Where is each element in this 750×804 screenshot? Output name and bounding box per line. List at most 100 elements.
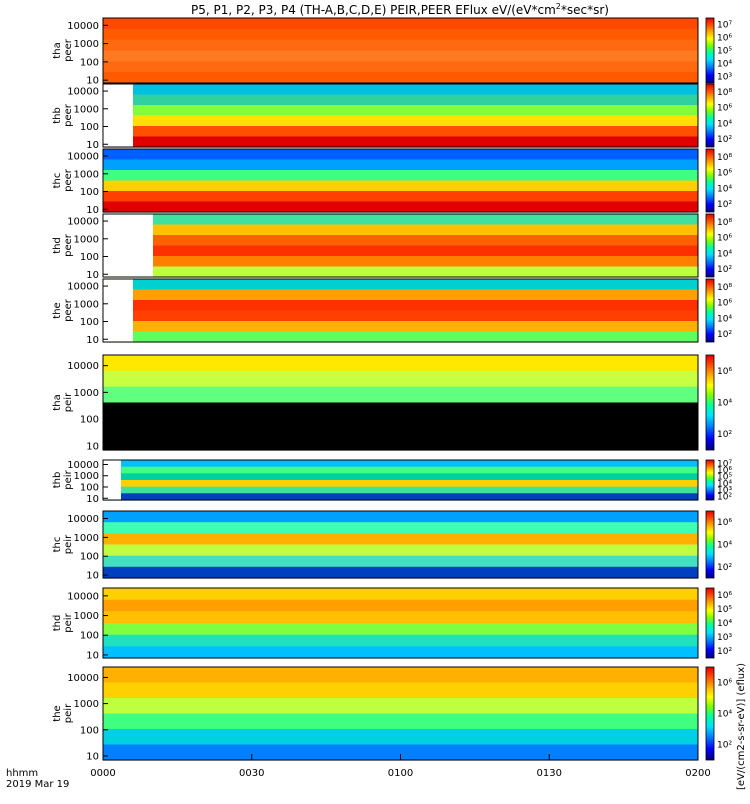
panel-frame	[102, 83, 699, 148]
spectrogram-band	[103, 310, 698, 322]
colorbar-tick-label: 10⁵	[717, 47, 732, 57]
y-tick-label: 100	[80, 552, 99, 563]
y-tick-label: 10000	[67, 21, 99, 32]
y-tick-label: 100	[80, 415, 99, 426]
spectrogram-band	[103, 50, 698, 62]
y-tick-label: 10	[86, 650, 99, 661]
y-tick-label: 10	[86, 571, 99, 582]
colorbar-tick-label: 10²	[717, 265, 732, 275]
y-tick-label: 10000	[67, 673, 99, 684]
panel-frame	[102, 587, 699, 659]
y-tick-label: 100	[80, 317, 99, 328]
spectrogram-band	[103, 511, 698, 523]
spectrogram-band	[103, 386, 698, 404]
panel-thc-peir: 10 100 1000 10000 thcpeir 10² 10⁴ 10⁶	[52, 510, 732, 582]
panel-frame	[102, 354, 699, 451]
panel-label: thepeer	[52, 298, 74, 322]
colorbar-tick-label: 10²	[717, 135, 732, 145]
y-tick-label: 10000	[67, 460, 99, 471]
colorbar-tick-label: 10²	[717, 647, 732, 657]
x-axis-label-hhmm: hhmm	[6, 768, 38, 779]
y-tick-label: 100	[80, 725, 99, 736]
colorbar-tick-label: 10⁵	[717, 605, 732, 615]
panel-label: thdpeer	[52, 233, 74, 257]
panel-label: thapeer	[52, 38, 74, 62]
panel-thb-peer: 10 100 1000 10000 thbpeer 10² 10⁴ 10⁶ 10⁸	[52, 83, 732, 151]
colorbar-tick-label: 10⁶	[717, 367, 732, 377]
spectrogram-band	[103, 522, 698, 534]
no-data-region	[103, 279, 133, 342]
x-tick-label: 0200	[685, 768, 710, 779]
y-tick-label: 10	[86, 76, 99, 87]
spectrogram-band	[103, 370, 698, 388]
colorbar-tick-label: 10⁶	[717, 104, 732, 114]
y-tick-label: 10	[86, 205, 99, 216]
panel-frame	[102, 17, 699, 84]
spectrogram-band	[103, 279, 698, 291]
x-tick-label: 0100	[388, 768, 413, 779]
y-tick-label: 1000	[74, 388, 99, 399]
colorbar	[705, 213, 715, 278]
colorbar-tick-label: 10⁶	[717, 591, 732, 601]
panel-thd-peer: 10 100 1000 10000 thdpeer 10² 10⁴ 10⁶ 10⁸	[52, 213, 732, 281]
spectrogram-band	[103, 588, 698, 601]
colorbar	[705, 278, 715, 343]
spectrogram-band	[103, 105, 698, 117]
spectrogram-band	[103, 201, 698, 213]
colorbar-tick-label: 10⁴	[717, 314, 732, 324]
y-tick-label: 1000	[74, 699, 99, 710]
colorbar-tick-label: 10⁴	[717, 60, 732, 70]
chart-title: P5, P1, P2, P3, P4 (TH-A,B,C,D,E) PEIR,P…	[191, 2, 609, 17]
no-data-region	[103, 214, 153, 277]
y-tick-label: 1000	[74, 39, 99, 50]
colorbar-tick-label: 10²	[717, 200, 732, 210]
colorbar	[705, 17, 715, 84]
spectrogram-band	[103, 180, 698, 192]
y-tick-label: 1000	[74, 299, 99, 310]
spectrogram-band	[103, 235, 698, 247]
spectrogram-band	[103, 191, 698, 203]
y-tick-label: 10	[86, 270, 99, 281]
panel-label: thcpeir	[52, 534, 74, 554]
colorbar	[705, 666, 715, 761]
panel-tha-peer: 10 100 1000 10000 thapeer 10³ 10⁴ 10⁵ 10⁶ 10⁷	[52, 17, 732, 87]
colorbar-tick-label: 10⁴	[717, 619, 732, 629]
panel-frame	[102, 148, 699, 213]
spectrogram-band	[103, 623, 698, 636]
spectrogram-band	[103, 159, 698, 171]
spectrogram-band	[103, 289, 698, 301]
colorbar-tick-label: 10⁸	[717, 283, 732, 293]
spectrogram-band	[103, 18, 698, 30]
spectrogram-band	[103, 460, 698, 468]
colorbar-tick-label: 10²	[717, 493, 732, 503]
colorbar-tick-label: 10²	[717, 741, 732, 751]
spectrogram-band	[103, 402, 698, 419]
y-tick-label: 10	[86, 751, 99, 762]
colorbar-units-label: [eV/(cm2-s-sr-eV)] (eflux)	[736, 663, 747, 790]
y-tick-label: 10000	[67, 152, 99, 163]
panel-the-peir: 10 100 1000 10000 thepeir 10² 10⁴ 10⁶	[52, 666, 732, 762]
colorbar-tick-label: 10⁶	[717, 169, 732, 179]
spectrogram-band	[103, 599, 698, 612]
colorbar-tick-label: 10⁶	[717, 34, 732, 44]
y-tick-label: 10000	[67, 361, 99, 372]
colorbar	[705, 587, 715, 659]
y-tick-label: 100	[80, 57, 99, 68]
spectrogram-band	[103, 72, 698, 84]
colorbar-tick-label: 10⁶	[717, 679, 732, 689]
colorbar-tick-label: 10³	[717, 73, 732, 83]
y-tick-label: 1000	[74, 533, 99, 544]
spectrogram-band	[103, 300, 698, 312]
panel-stack: 10100100010000thapeer10³10⁴10⁵10⁶10⁷1010…	[52, 17, 732, 762]
colorbar-tick-label: 10⁴	[717, 399, 732, 409]
colorbar-tick-label: 10⁴	[717, 541, 732, 551]
spectrogram-band	[103, 149, 698, 161]
spectrogram-band	[103, 634, 698, 647]
panel-frame	[102, 213, 699, 278]
y-tick-label: 10000	[67, 217, 99, 228]
colorbar	[705, 83, 715, 148]
colorbar-tick-label: 10⁷	[717, 21, 732, 31]
spectrogram-band	[103, 466, 698, 474]
spectrogram-band	[103, 136, 698, 148]
spectrogram-band	[103, 566, 698, 579]
